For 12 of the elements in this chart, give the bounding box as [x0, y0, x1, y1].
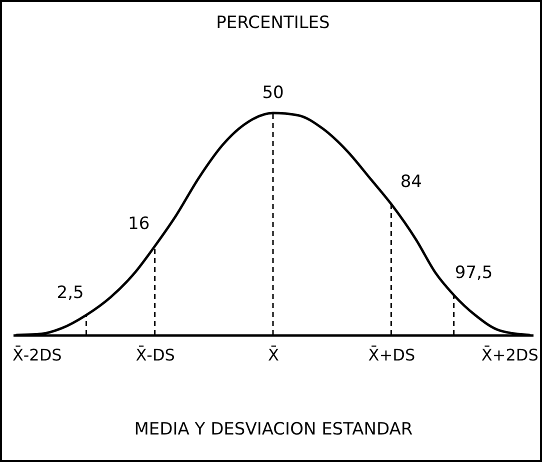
- annotation: 2,5: [56, 283, 84, 304]
- x-tick-label: X̄+2DS: [481, 346, 538, 364]
- annotation: 50: [262, 83, 284, 103]
- x-tick-label: X̄-2DS: [12, 346, 62, 364]
- x-tick-label: X̄+DS: [368, 346, 416, 364]
- annotation: 97,5: [454, 263, 493, 284]
- chart-title: PERCENTILES: [216, 13, 330, 33]
- x-tick-label: X̄-DS: [136, 346, 175, 364]
- x-axis-title: MEDIA Y DESVIACION ESTANDAR: [134, 420, 413, 440]
- annotation: 16: [128, 214, 150, 234]
- x-tick-label: X̄: [268, 346, 280, 364]
- annotation: 84: [400, 172, 422, 192]
